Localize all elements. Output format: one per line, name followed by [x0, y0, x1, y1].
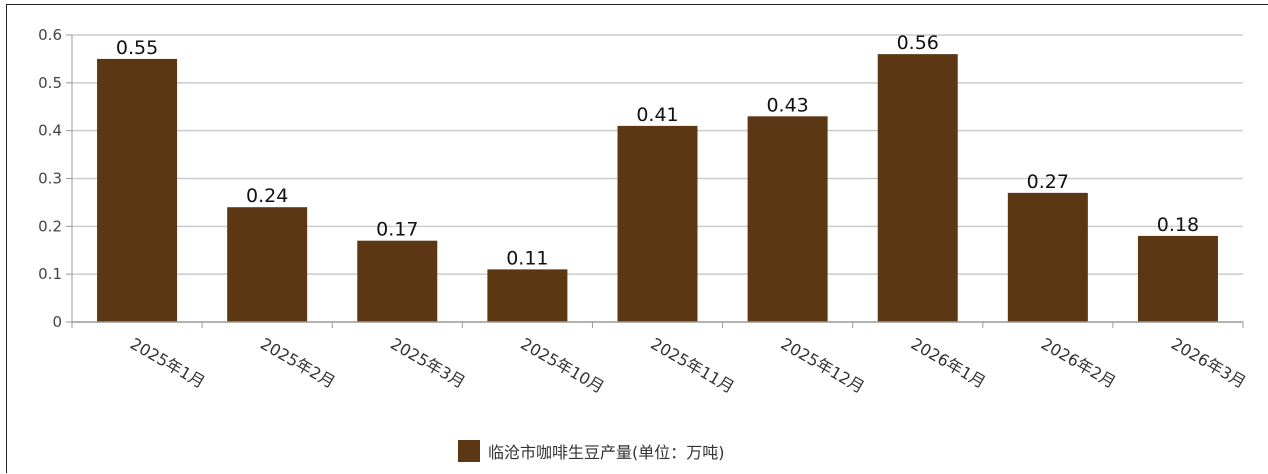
data-label: 0.43: [766, 94, 808, 116]
y-tick-label: 0: [52, 313, 62, 331]
data-label: 0.56: [897, 32, 939, 54]
x-axis: 2025年1月 2025年2月 2025年3月 2025年10月 2025年11月 202…: [71, 321, 1249, 397]
data-label: 0.27: [1027, 171, 1069, 193]
data-label: 0.17: [376, 219, 418, 241]
x-tick-label: 2025年2月: [257, 334, 338, 392]
x-tick-label: 2025年12月: [778, 334, 868, 397]
y-tick-label: 0.6: [38, 26, 62, 44]
x-tick-label: 2026年2月: [1038, 334, 1119, 392]
bar[interactable]: [1007, 192, 1088, 322]
bar[interactable]: [1137, 235, 1218, 322]
x-tick-label: 2025年11月: [648, 334, 738, 397]
bar[interactable]: [877, 54, 958, 323]
bar[interactable]: [487, 269, 568, 322]
bars: [97, 54, 1218, 323]
data-label: 0.55: [116, 37, 158, 59]
bar[interactable]: [617, 125, 698, 322]
data-labels: 0.55 0.24 0.17 0.11 0.41 0.43 0.56 0.27 0.18: [116, 32, 1199, 269]
bar[interactable]: [357, 240, 438, 322]
x-tick-label: 2025年10月: [517, 334, 607, 397]
y-tick-label: 0.5: [38, 74, 62, 92]
bar[interactable]: [747, 116, 828, 322]
y-tick-label: 0.1: [38, 265, 62, 283]
x-tick-label: 2026年1月: [908, 334, 989, 392]
y-tick-label: 0.3: [38, 170, 62, 188]
y-axis: 0 0.1 0.2 0.3 0.4 0.5 0.6: [38, 26, 73, 331]
legend-swatch: [458, 440, 480, 462]
chart-frame: [6, 4, 1268, 473]
legend-label: 临沧市咖啡生豆产量(单位：万吨): [488, 443, 725, 462]
data-label: 0.41: [636, 104, 678, 126]
x-tick-label: 2026年3月: [1168, 334, 1249, 392]
data-label: 0.18: [1157, 214, 1199, 236]
y-tick-label: 0.4: [38, 122, 62, 140]
bar[interactable]: [97, 58, 178, 323]
y-tick-label: 0.2: [38, 217, 62, 235]
data-label: 0.11: [506, 247, 548, 269]
data-label: 0.24: [246, 185, 288, 207]
bar[interactable]: [227, 207, 308, 322]
x-tick-label: 2025年1月: [127, 334, 208, 392]
legend[interactable]: 临沧市咖啡生豆产量(单位：万吨): [458, 440, 725, 462]
x-tick-label: 2025年3月: [387, 334, 468, 392]
